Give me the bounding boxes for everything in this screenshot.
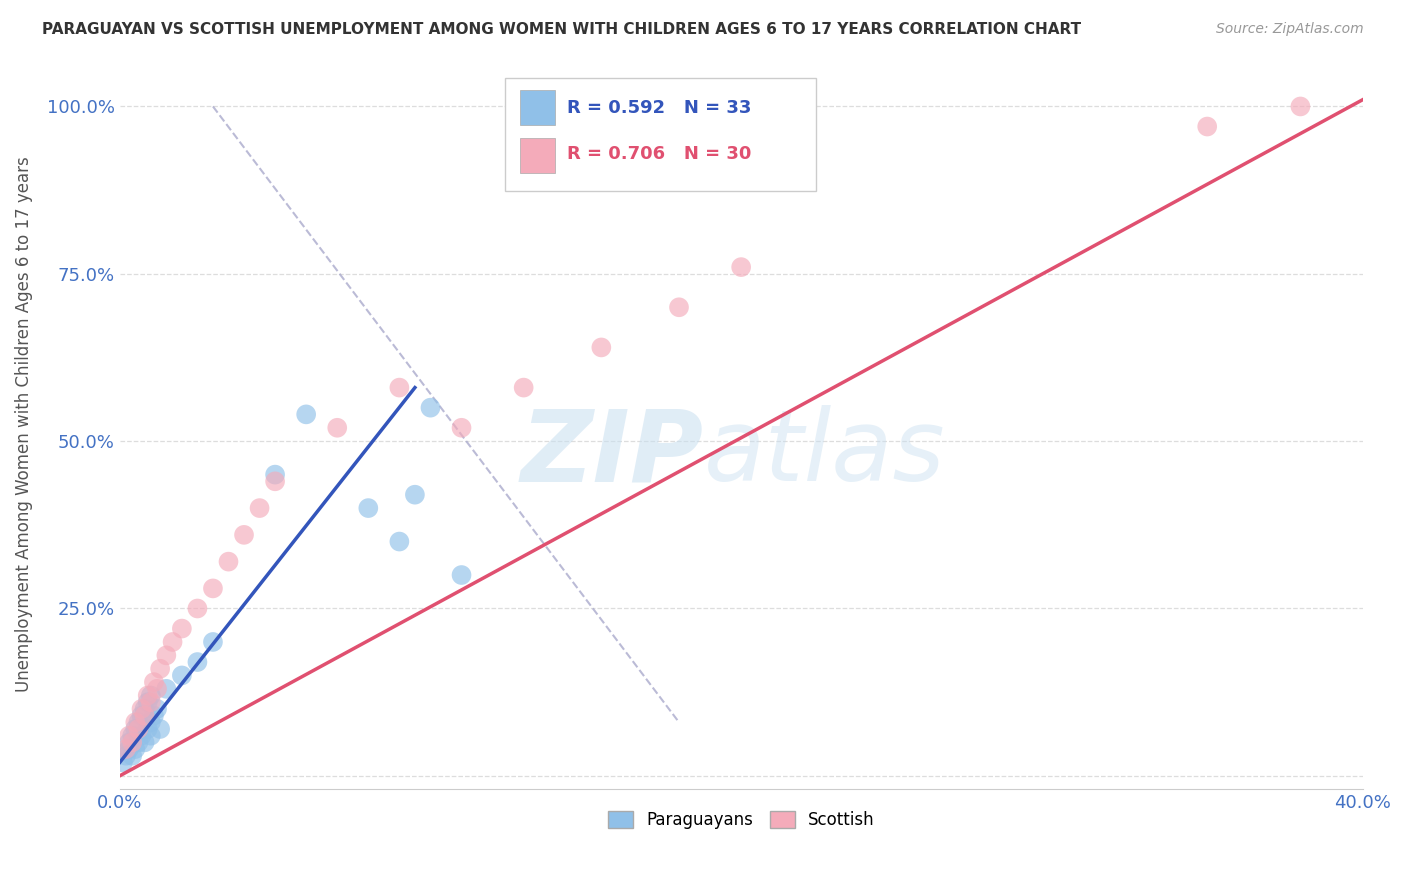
Point [170,622,193,636]
Point [136,695,159,709]
Point [730,260,752,274]
Point [170,668,193,682]
Point [131,702,153,716]
Y-axis label: Unemployment Among Women with Children Ages 6 to 17 years: Unemployment Among Women with Children A… [15,156,32,692]
Point [136,722,159,736]
Point [146,702,169,716]
Point [134,735,156,749]
Legend: Paraguayans, Scottish: Paraguayans, Scottish [602,804,882,836]
Point [295,408,318,422]
Point [139,715,162,730]
Point [139,729,162,743]
Point [388,381,411,395]
Point [146,681,169,696]
Point [201,635,224,649]
Point [155,648,177,663]
Point [149,662,172,676]
Point [264,475,287,489]
Point [186,655,208,669]
Point [591,340,613,354]
Point [136,689,159,703]
Point [419,401,441,415]
Point [131,708,153,723]
Text: R = 0.592   N = 33: R = 0.592 N = 33 [567,100,752,118]
Point [162,635,184,649]
Point [134,702,156,716]
Point [111,756,134,770]
Point [233,528,256,542]
Point [388,534,411,549]
Point [404,488,426,502]
Point [127,722,149,736]
Point [668,300,690,314]
Point [142,675,165,690]
Point [118,729,141,743]
Point [201,582,224,596]
FancyBboxPatch shape [505,78,815,191]
Point [142,708,165,723]
FancyBboxPatch shape [520,90,555,125]
Point [264,467,287,482]
Point [326,421,349,435]
Text: atlas: atlas [704,405,945,502]
Point [127,715,149,730]
FancyBboxPatch shape [520,137,555,173]
Text: R = 0.706   N = 30: R = 0.706 N = 30 [567,145,752,163]
Point [450,568,472,582]
Point [1289,99,1312,113]
Point [186,601,208,615]
Point [149,722,172,736]
Point [131,729,153,743]
Point [1197,120,1219,134]
Point [115,748,138,763]
Point [124,715,146,730]
Point [450,421,472,435]
Point [118,742,141,756]
Point [124,742,146,756]
Point [124,722,146,736]
Point [357,501,380,516]
Point [134,708,156,723]
Text: ZIP: ZIP [520,405,704,502]
Point [512,381,534,395]
Text: PARAGUAYAN VS SCOTTISH UNEMPLOYMENT AMONG WOMEN WITH CHILDREN AGES 6 TO 17 YEARS: PARAGUAYAN VS SCOTTISH UNEMPLOYMENT AMON… [42,22,1081,37]
Point [115,742,138,756]
Text: Source: ZipAtlas.com: Source: ZipAtlas.com [1216,22,1364,37]
Point [155,681,177,696]
Point [121,735,143,749]
Point [121,748,143,763]
Point [139,689,162,703]
Point [249,501,271,516]
Point [127,735,149,749]
Point [121,729,143,743]
Point [218,555,240,569]
Point [139,695,162,709]
Point [118,735,141,749]
